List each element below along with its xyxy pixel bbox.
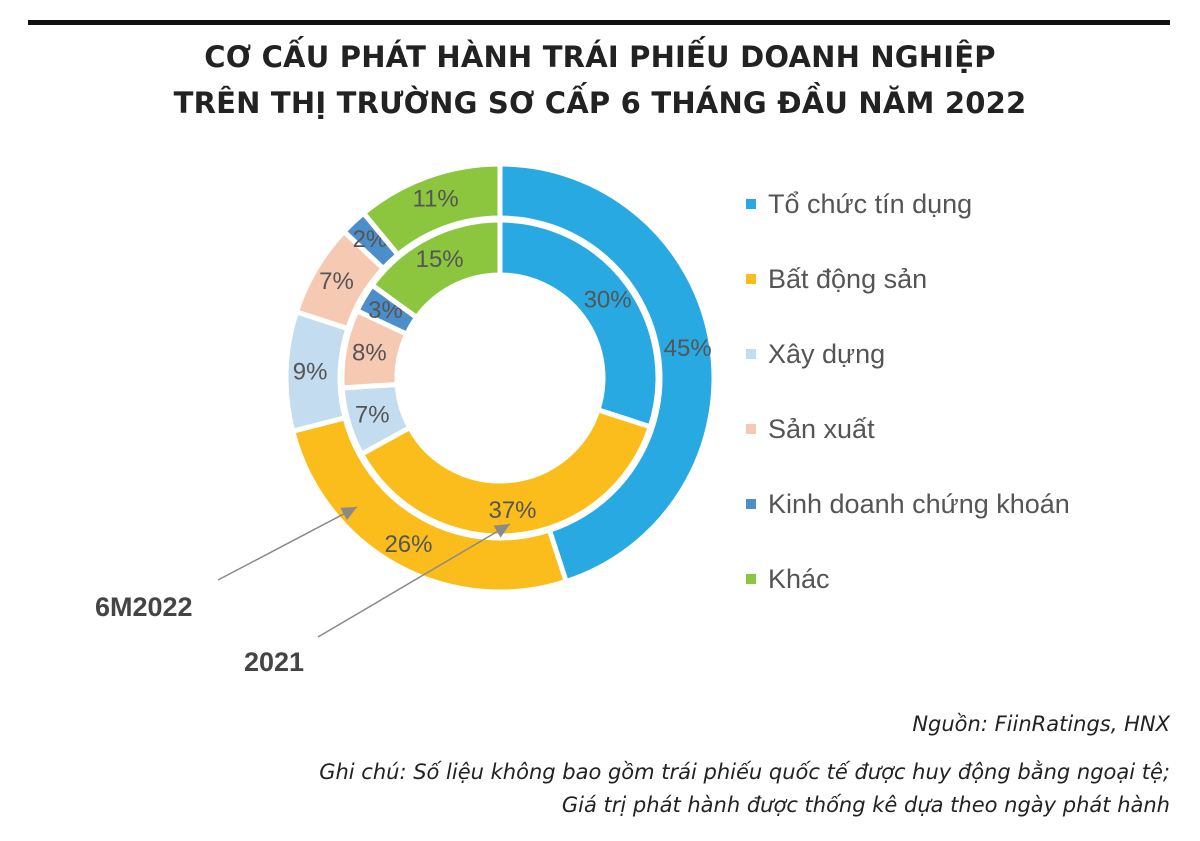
top-rule xyxy=(28,20,1170,25)
data-label-outer-bat-dong-san: 26% xyxy=(384,531,432,558)
data-label-outer-khac: 11% xyxy=(413,186,459,213)
legend-swatch xyxy=(746,574,756,584)
data-label-outer-xay-dung: 9% xyxy=(293,359,328,386)
callout-arrowhead-6m2022 xyxy=(340,507,357,521)
legend-label: Sản xuất xyxy=(768,414,875,444)
legend-label: Xây dựng xyxy=(768,339,886,369)
series-label-6m2022: 6M2022 xyxy=(95,592,193,622)
data-label-inner-khac: 15% xyxy=(416,246,464,273)
legend-swatch xyxy=(746,274,756,284)
legend-label: Bất động sản xyxy=(768,264,928,294)
legend-swatch xyxy=(746,199,756,209)
source-note: Nguồn: FiinRatings, HNX xyxy=(912,712,1170,736)
slice-inner-bat-dong-san xyxy=(358,406,654,539)
footnote-line-2: Giá trị phát hành được thống kê dựa theo… xyxy=(561,793,1170,817)
legend-label: Kinh doanh chứng khoán xyxy=(768,489,1070,519)
data-label-outer-to-chuc-tin-dung: 45% xyxy=(664,335,712,362)
data-label-inner-xay-dung: 7% xyxy=(355,402,390,429)
slice-inner-to-chuc-tin-dung xyxy=(497,217,661,430)
legend-swatch xyxy=(746,499,756,509)
series-label-2021: 2021 xyxy=(244,647,304,677)
chart-title-line-2: TRÊN THỊ TRƯỜNG SƠ CẤP 6 THÁNG ĐẦU NĂM 2… xyxy=(173,86,1027,120)
legend-swatch xyxy=(746,349,756,359)
legend-swatch xyxy=(746,424,756,434)
chart-title-line-1: CƠ CẤU PHÁT HÀNH TRÁI PHIẾU DOANH NGHIỆP xyxy=(204,40,996,74)
legend-label: Khác xyxy=(768,564,830,594)
callout-line-6m2022 xyxy=(217,506,358,581)
legend-label: Tổ chức tín dụng xyxy=(768,189,973,219)
callout-arrowhead-2021 xyxy=(493,524,510,538)
slice-inner-khac xyxy=(368,217,503,321)
data-label-inner-san-xuat: 8% xyxy=(352,340,387,367)
footnote-line-1: Ghi chú: Số liệu không bao gồm trái phiế… xyxy=(319,760,1170,784)
callout-line-2021 xyxy=(317,523,511,638)
chart-title: CƠ CẤU PHÁT HÀNH TRÁI PHIẾU DOANH NGHIỆP… xyxy=(0,34,1200,126)
data-label-inner-bat-dong-san: 37% xyxy=(488,497,536,524)
data-label-outer-san-xuat: 7% xyxy=(319,268,354,295)
data-label-inner-to-chuc-tin-dung: 30% xyxy=(584,286,632,313)
